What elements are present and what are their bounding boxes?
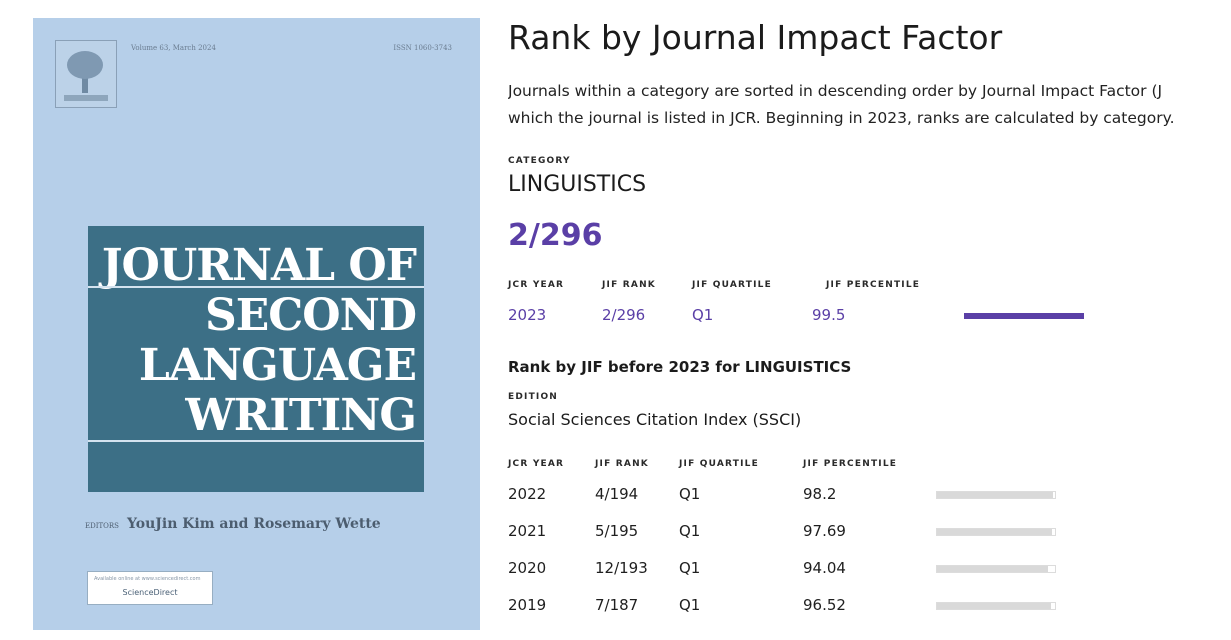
cover-volume: Volume 63, March 2024 [131, 44, 216, 52]
cell-percentile: 98.2 [803, 485, 837, 503]
cell-year: 2019 [508, 596, 547, 614]
header-jif-quartile: JIF QUARTILE [679, 459, 759, 469]
cover-rule [88, 286, 424, 288]
cover-title-line-1: JOURNAL OF [101, 240, 417, 291]
category-value: LINGUISTICS [508, 172, 647, 197]
cell-percentile: 97.69 [803, 522, 846, 540]
percentile-bar [936, 602, 1056, 610]
edition-value: Social Sciences Citation Index (SSCI) [508, 410, 802, 429]
cell-year: 2021 [508, 522, 547, 540]
edition-label: EDITION [508, 392, 559, 402]
before-2023-title: Rank by JIF before 2023 for LINGUISTICS [508, 358, 852, 376]
table-row: 2021 5/195 Q1 97.69 [508, 522, 1208, 542]
percentile-bar [936, 565, 1056, 573]
percentile-bar-fill [937, 603, 1051, 609]
cell-year: 2023 [508, 306, 547, 324]
description-line-1: Journals within a category are sorted in… [508, 82, 1163, 100]
cell-quartile: Q1 [692, 306, 714, 324]
cell-year: 2022 [508, 485, 547, 503]
cell-rank: 12/193 [595, 559, 648, 577]
percentile-bar [936, 491, 1056, 499]
cover-title-line-4: WRITING [185, 390, 417, 441]
table-row: 2023 2/296 Q1 99.5 [508, 306, 1208, 326]
cell-quartile: Q1 [679, 559, 701, 577]
table-header: JCR YEAR JIF RANK JIF QUARTILE JIF PERCE… [508, 280, 1208, 300]
cover-editors: EDITORS YouJin Kim and Rosemary Wette [85, 516, 460, 532]
percentile-bar-fill [937, 566, 1048, 572]
rank-panel: Rank by Journal Impact Factor Journals w… [508, 0, 1208, 640]
table-header: JCR YEAR JIF RANK JIF QUARTILE JIF PERCE… [508, 459, 1208, 479]
header-jif-rank: JIF RANK [595, 459, 649, 469]
cell-rank: 2/296 [602, 306, 646, 324]
cell-percentile: 94.04 [803, 559, 846, 577]
sciencedirect-label: ScienceDirect [122, 588, 178, 597]
cover-title-line-2: SECOND [204, 290, 417, 341]
header-jcr-year: JCR YEAR [508, 280, 565, 290]
cover-editors-names: YouJin Kim and Rosemary Wette [126, 516, 381, 532]
cell-rank: 7/187 [595, 596, 639, 614]
header-jif-percentile: JIF PERCENTILE [803, 459, 898, 469]
description: Journals within a category are sorted in… [508, 78, 1208, 132]
description-line-2: which the journal is listed in JCR. Begi… [508, 109, 1175, 127]
category-label: CATEGORY [508, 156, 571, 166]
percentile-bar-fill [937, 529, 1053, 535]
page-title: Rank by Journal Impact Factor [508, 18, 1003, 57]
cell-rank: 4/194 [595, 485, 639, 503]
table-row: 2019 7/187 Q1 96.52 [508, 596, 1208, 616]
table-row: 2020 12/193 Q1 94.04 [508, 559, 1208, 579]
cover-title-line-3: LANGUAGE [138, 340, 417, 391]
header-jif-percentile: JIF PERCENTILE [826, 280, 921, 290]
cover-issn: ISSN 1060-3743 [393, 44, 452, 52]
elsevier-logo-icon [55, 40, 117, 108]
sciencedirect-small-text: Available online at www.sciencedirect.co… [94, 576, 201, 582]
cell-percentile: 99.5 [812, 306, 846, 324]
cover-rule [88, 440, 424, 442]
percentile-bar [936, 528, 1056, 536]
percentile-bar [964, 313, 1084, 319]
journal-cover: Volume 63, March 2024 ISSN 1060-3743 JOU… [33, 18, 480, 630]
rank-value: 2/296 [508, 218, 603, 253]
cell-quartile: Q1 [679, 522, 701, 540]
cover-title-band: JOURNAL OF SECOND LANGUAGE WRITING [88, 226, 424, 492]
cell-quartile: Q1 [679, 596, 701, 614]
percentile-bar-fill [937, 492, 1053, 498]
header-jcr-year: JCR YEAR [508, 459, 565, 469]
table-row: 2022 4/194 Q1 98.2 [508, 485, 1208, 505]
cell-rank: 5/195 [595, 522, 639, 540]
cell-percentile: 96.52 [803, 596, 846, 614]
cell-year: 2020 [508, 559, 547, 577]
cover-editors-label: EDITORS [85, 522, 119, 530]
cell-quartile: Q1 [679, 485, 701, 503]
sciencedirect-badge: Available online at www.sciencedirect.co… [87, 571, 213, 605]
header-jif-quartile: JIF QUARTILE [692, 280, 772, 290]
header-jif-rank: JIF RANK [602, 280, 656, 290]
